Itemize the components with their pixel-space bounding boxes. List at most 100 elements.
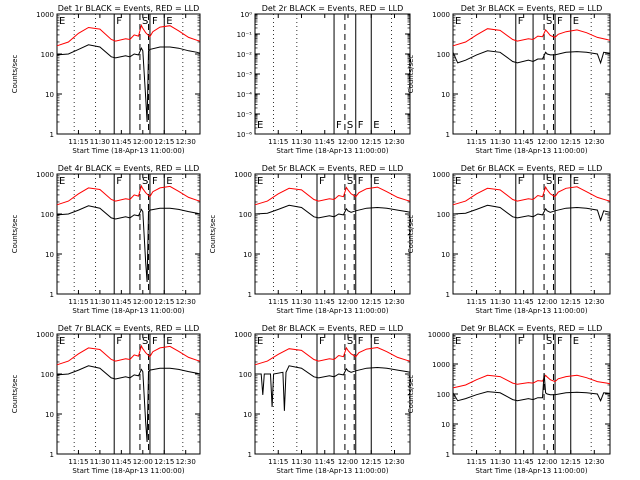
x-tick-label: 12:30 xyxy=(584,298,604,306)
plot-frame xyxy=(452,173,611,295)
plot-frame xyxy=(56,173,201,295)
region-label: S xyxy=(142,336,148,347)
x-axis-title: Start Time (18-Apr-13 11:00:00) xyxy=(475,467,587,475)
x-axis-title: Start Time (18-Apr-13 11:00:00) xyxy=(475,307,587,315)
x-tick-label: 12:15 xyxy=(154,138,174,146)
y-tick-label: 10⁻¹ xyxy=(237,31,253,39)
x-tick-label: 11:45 xyxy=(514,298,534,306)
x-tick-label: 11:15 xyxy=(68,458,88,466)
y-tick-label: 1000 xyxy=(234,331,252,339)
region-label: F xyxy=(518,336,524,347)
x-axis-title: Start Time (18-Apr-13 11:00:00) xyxy=(276,467,388,475)
x-tick-label: 11:30 xyxy=(291,458,311,466)
y-tick-label: 1 xyxy=(248,451,252,459)
y-tick-label: 10 xyxy=(441,91,450,99)
y-tick-label: 1000 xyxy=(432,11,450,19)
y-tick-label: 100 xyxy=(41,51,54,59)
panel-title: Det 9r BLACK = Events, RED = LLD xyxy=(461,324,603,333)
region-label: E xyxy=(455,16,461,27)
x-tick-label: 11:45 xyxy=(315,138,335,146)
y-tick-label: 1000 xyxy=(234,171,252,179)
panel-title: Det 6r BLACK = Events, RED = LLD xyxy=(461,164,603,173)
y-axis-title: Counts/sec xyxy=(11,375,19,414)
region-label: E xyxy=(573,176,579,187)
y-tick-label: 1000 xyxy=(36,11,54,19)
x-tick-label: 11:15 xyxy=(268,458,288,466)
x-tick-label: 12:00 xyxy=(133,298,153,306)
panel-title: Det 3r BLACK = Events, RED = LLD xyxy=(461,4,603,13)
events-series-line xyxy=(56,365,201,443)
x-tick-label: 11:45 xyxy=(514,138,534,146)
region-label: F xyxy=(358,176,364,187)
x-tick-label: 11:30 xyxy=(90,298,110,306)
y-tick-label: 1 xyxy=(446,291,450,299)
x-tick-label: 11:45 xyxy=(514,458,534,466)
lld-series-line xyxy=(56,184,201,206)
region-label: F xyxy=(557,176,563,187)
region-label: F xyxy=(116,336,122,347)
x-tick-label: 12:30 xyxy=(584,138,604,146)
y-tick-label: 10 xyxy=(441,251,450,259)
y-tick-label: 10 xyxy=(441,421,450,429)
x-tick-label: 12:00 xyxy=(537,138,557,146)
y-tick-label: 1 xyxy=(50,131,54,139)
x-tick-label: 11:30 xyxy=(291,298,311,306)
x-tick-label: 12:30 xyxy=(176,458,196,466)
plot-frame xyxy=(56,333,201,455)
x-tick-label: 12:00 xyxy=(338,298,358,306)
x-axis-title: Start Time (18-Apr-13 11:00:00) xyxy=(72,307,184,315)
lld-series-line xyxy=(254,186,411,206)
y-tick-label: 1 xyxy=(446,131,450,139)
lld-series-line xyxy=(254,346,411,366)
region-label: S xyxy=(347,120,353,131)
x-tick-label: 11:15 xyxy=(68,298,88,306)
region-label: E xyxy=(455,336,461,347)
x-tick-label: 11:30 xyxy=(90,138,110,146)
region-label: S xyxy=(546,16,552,27)
y-tick-label: 100 xyxy=(437,211,450,219)
region-label: E xyxy=(166,176,172,187)
x-tick-label: 12:15 xyxy=(361,298,381,306)
region-label: S xyxy=(142,16,148,27)
y-tick-label: 1 xyxy=(50,451,54,459)
region-label: F xyxy=(152,16,158,27)
x-tick-label: 12:15 xyxy=(154,458,174,466)
y-tick-label: 10 xyxy=(45,251,54,259)
events-series-line xyxy=(452,50,611,65)
x-tick-label: 11:30 xyxy=(291,138,311,146)
lld-series-line xyxy=(56,344,201,366)
y-tick-label: 100 xyxy=(41,211,54,219)
region-label: S xyxy=(546,336,552,347)
region-label: F xyxy=(116,176,122,187)
events-series-line xyxy=(452,204,611,222)
region-label: E xyxy=(166,16,172,27)
x-tick-label: 11:30 xyxy=(90,458,110,466)
region-label: E xyxy=(59,336,65,347)
region-label: E xyxy=(166,336,172,347)
panel-title: Det 4r BLACK = Events, RED = LLD xyxy=(58,164,200,173)
lld-series-line xyxy=(452,28,611,47)
y-tick-label: 1 xyxy=(248,291,252,299)
x-axis-title: Start Time (18-Apr-13 11:00:00) xyxy=(276,147,388,155)
region-label: E xyxy=(257,176,263,187)
y-tick-label: 10 xyxy=(243,251,252,259)
y-tick-label: 1 xyxy=(50,291,54,299)
panel-title: Det 1r BLACK = Events, RED = LLD xyxy=(58,4,200,13)
x-tick-label: 11:15 xyxy=(268,298,288,306)
events-series-line xyxy=(254,204,411,219)
region-label: F xyxy=(358,336,364,347)
region-label: E xyxy=(257,120,263,131)
y-tick-label: 1000 xyxy=(36,331,54,339)
y-tick-label: 1 xyxy=(446,451,450,459)
x-tick-label: 11:45 xyxy=(315,298,335,306)
plot-frame xyxy=(254,333,411,455)
events-series-line xyxy=(255,365,411,411)
y-axis-title: Counts/sec xyxy=(407,55,415,94)
region-label: F xyxy=(557,16,563,27)
x-tick-label: 12:15 xyxy=(361,138,381,146)
region-label: F xyxy=(152,336,158,347)
